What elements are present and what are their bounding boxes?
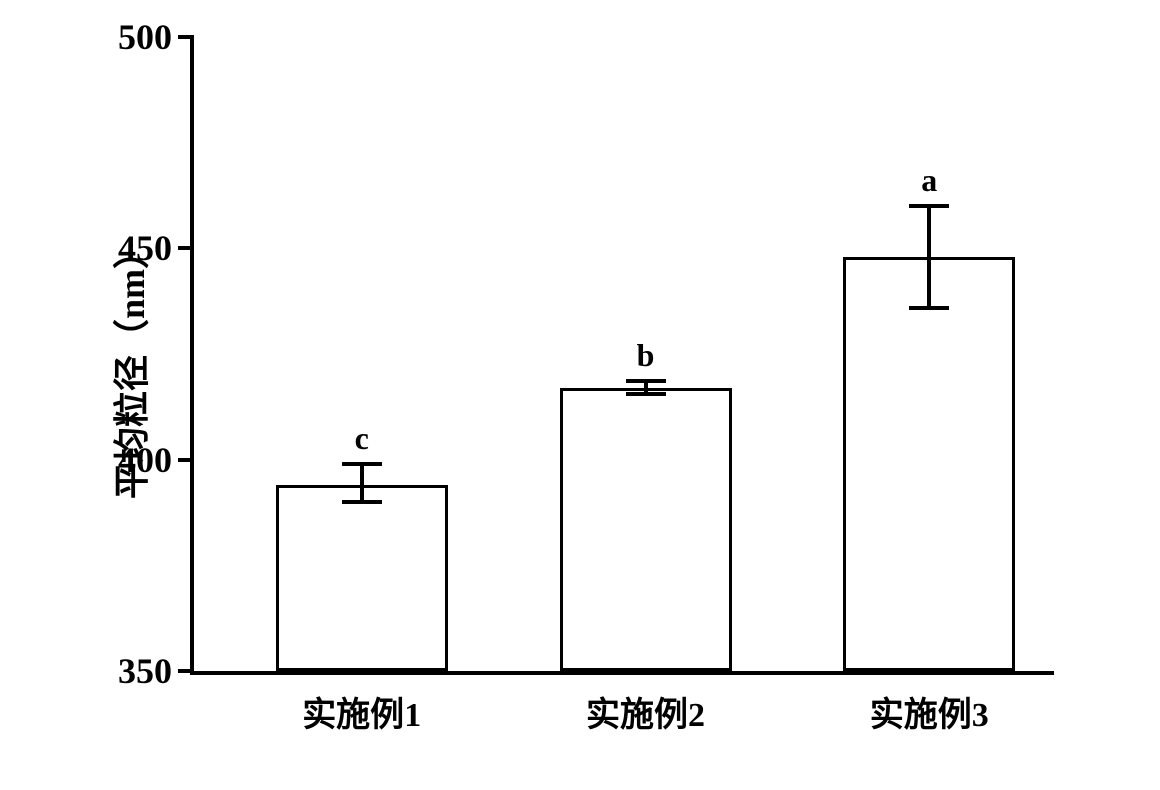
error-cap — [909, 306, 949, 310]
chart-container: 平均粒径（nm） 350400450500c实施例1b实施例2a实施例3 — [60, 20, 1140, 770]
x-category-number: 3 — [972, 697, 989, 734]
error-cap — [626, 379, 666, 383]
x-category-prefix: 实施例 — [870, 696, 972, 734]
error-bar — [360, 464, 364, 502]
y-tick-label: 350 — [118, 650, 172, 692]
x-category-prefix: 实施例 — [586, 696, 688, 734]
significance-label: a — [921, 162, 937, 199]
significance-label: c — [355, 420, 369, 457]
significance-label: b — [637, 337, 655, 374]
y-tick-label: 500 — [118, 16, 172, 58]
error-cap — [626, 392, 666, 396]
error-cap — [342, 462, 382, 466]
y-tick — [178, 669, 194, 673]
x-category-number: 1 — [404, 697, 421, 734]
x-category-prefix: 实施例 — [302, 696, 404, 734]
plot-area: 350400450500c实施例1b实施例2a实施例3 — [190, 37, 1054, 675]
y-axis-title-unit: nm — [112, 269, 152, 319]
x-category-label: 实施例1 — [302, 687, 421, 736]
x-category-number: 2 — [688, 697, 705, 734]
error-cap — [342, 500, 382, 504]
y-tick — [178, 458, 194, 462]
y-tick — [178, 35, 194, 39]
x-category-label: 实施例2 — [586, 687, 705, 736]
bar — [560, 388, 732, 671]
bar — [276, 485, 448, 671]
error-cap — [909, 204, 949, 208]
y-tick-label: 400 — [118, 439, 172, 481]
bar — [843, 257, 1015, 671]
x-category-label: 实施例3 — [870, 687, 989, 736]
y-tick-label: 450 — [118, 227, 172, 269]
error-bar — [927, 206, 931, 307]
y-tick — [178, 246, 194, 250]
